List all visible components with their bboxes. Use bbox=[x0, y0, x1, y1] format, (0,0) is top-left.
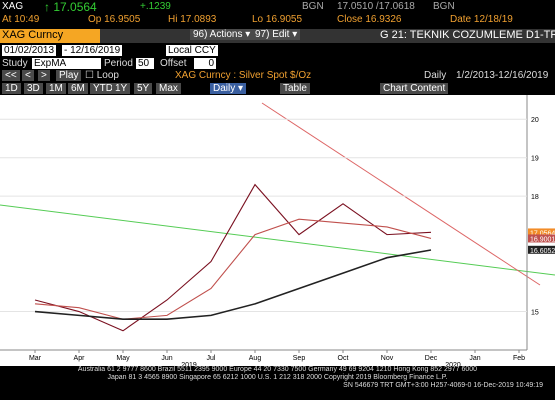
quote-row: XAG ↑ 17.0564 +.1239 BGN 17.0510 /17.061… bbox=[0, 0, 555, 14]
price-line bbox=[34, 218, 432, 320]
nav-button[interactable]: << bbox=[2, 70, 20, 81]
study-label: Study bbox=[2, 58, 28, 69]
table-button[interactable]: Table bbox=[280, 83, 310, 94]
end-date[interactable]: - 12/16/2019 bbox=[62, 45, 123, 56]
loop[interactable]: ☐ Loop bbox=[85, 70, 119, 81]
study-row: Study ExpMA Period 50 Offset 0 bbox=[0, 57, 555, 70]
year-label: 2020 bbox=[445, 362, 461, 367]
chart-title: XAG Curncy : Silver Spot $/Oz bbox=[175, 70, 312, 81]
value-badge-label: 16.9001 bbox=[530, 236, 555, 243]
x-tick-label: Jun bbox=[161, 355, 172, 362]
period-button[interactable]: 6M bbox=[68, 83, 88, 94]
period-row: Daily ▾ Table Chart Content 1D 3D 1M 6M YTD 1… bbox=[0, 82, 555, 95]
security[interactable]: XAG Curncy bbox=[0, 29, 100, 43]
price-line bbox=[34, 249, 432, 321]
loop-label: Loop bbox=[96, 70, 119, 81]
footer: Australia 61 2 9777 8600 Brazil 5511 239… bbox=[0, 366, 555, 400]
x-tick-label: Sep bbox=[293, 355, 306, 362]
period-button[interactable]: 1D bbox=[2, 83, 21, 94]
chart-content-button[interactable]: Chart Content bbox=[380, 83, 449, 94]
date-row: 01/02/2013 - 12/16/2019 Local CCY bbox=[0, 44, 555, 57]
trend-line bbox=[261, 102, 541, 286]
period-label: Period bbox=[104, 58, 133, 69]
value-badge bbox=[528, 234, 555, 243]
value-badge bbox=[528, 245, 555, 254]
x-tick-label: Oct bbox=[338, 355, 349, 362]
price-line bbox=[34, 183, 432, 332]
study[interactable]: ExpMA bbox=[32, 58, 101, 69]
period-button[interactable]: 1Y bbox=[112, 83, 131, 94]
y-tick-label: 20 bbox=[531, 117, 539, 124]
y-tick-label: 18 bbox=[531, 194, 539, 201]
footer-line: Australia 61 2 9777 8600 Brazil 5511 239… bbox=[77, 366, 478, 373]
period[interactable]: 50 bbox=[136, 58, 154, 69]
high: Hi 17.0893 bbox=[168, 14, 217, 25]
currency[interactable]: Local CCY bbox=[166, 45, 218, 56]
x-tick-label: Jul bbox=[207, 355, 216, 362]
period-button[interactable]: 1M bbox=[46, 83, 66, 94]
frequency-select[interactable]: Daily ▾ bbox=[210, 83, 247, 94]
change: +.1239 bbox=[140, 1, 171, 12]
open: Op 16.9505 bbox=[88, 14, 141, 25]
ohlc-row: At 10:49 Op 16.9505 Hi 17.0893 Lo 16.905… bbox=[0, 13, 555, 26]
x-tick-label: Dec bbox=[425, 355, 438, 362]
period-button[interactable]: 5Y bbox=[134, 83, 153, 94]
page-title: G 21: TEKNIK COZUMLEME D1-TRE bbox=[380, 29, 555, 41]
value-badge bbox=[528, 228, 555, 237]
nav-row: << < > Play ☐ Loop XAG Curncy : Silver S… bbox=[0, 69, 555, 82]
value-badge-label: 17.0564 bbox=[530, 230, 555, 237]
y-tick-label: 19 bbox=[531, 156, 539, 163]
ticker: XAG bbox=[2, 1, 24, 12]
x-tick-label: Aug bbox=[249, 355, 262, 362]
offset[interactable]: 0 bbox=[194, 58, 216, 69]
edit-button[interactable]: 97) Edit ▾ bbox=[252, 29, 301, 40]
x-tick-label: Apr bbox=[74, 355, 86, 362]
x-tick-label: Mar bbox=[29, 355, 42, 362]
start-date[interactable]: 01/02/2013 bbox=[2, 45, 57, 56]
chart: 15 18 19 20 Mar Apr May Jun Jul Aug Sep Oct Nov Dec Ja… bbox=[0, 95, 555, 367]
period-button[interactable]: 3D bbox=[24, 83, 43, 94]
x-tick-label: May bbox=[116, 355, 130, 362]
source: BGN bbox=[302, 1, 324, 12]
period-button[interactable]: YTD bbox=[90, 83, 116, 94]
x-tick-label: Jan bbox=[469, 355, 480, 362]
x-tick-label: Feb bbox=[513, 355, 525, 362]
period-button[interactable]: Max bbox=[156, 83, 181, 94]
actions-button[interactable]: 96) Actions ▾ bbox=[190, 29, 254, 40]
close: Close 16.9326 bbox=[337, 14, 402, 25]
offset-label: Offset bbox=[160, 58, 187, 69]
low: Lo 16.9055 bbox=[252, 14, 303, 25]
footer-line: Japan 81 3 4565 8900 Singapore 65 6212 1… bbox=[107, 374, 448, 381]
year-label: 2019 bbox=[181, 362, 197, 367]
footer-line: SN 546679 TRT GMT+3:00 H257-4069-0 16-De… bbox=[343, 382, 543, 389]
x-tick-label: Nov bbox=[381, 355, 394, 362]
frequency: Daily bbox=[424, 70, 447, 81]
command-row: XAG Curncy 96) Actions ▾ 97) Edit ▾ G 21… bbox=[0, 29, 555, 43]
range: 1/2/2013-12/16/2019 bbox=[456, 70, 549, 81]
bid-ask: 17.0510 /17.0618 bbox=[337, 1, 415, 12]
date: Date 12/18/19 bbox=[450, 14, 513, 25]
last: ↑ 17.0564 bbox=[44, 0, 97, 14]
y-tick-label: 15 bbox=[531, 310, 539, 317]
trend-line bbox=[0, 204, 555, 276]
time: At 10:49 bbox=[2, 14, 40, 25]
value-badge-label: 16.6052 bbox=[530, 248, 555, 255]
play-button[interactable]: Play bbox=[56, 70, 82, 81]
nav-button[interactable]: > bbox=[38, 70, 50, 81]
nav-button[interactable]: < bbox=[22, 70, 34, 81]
source: BGN bbox=[433, 1, 455, 12]
